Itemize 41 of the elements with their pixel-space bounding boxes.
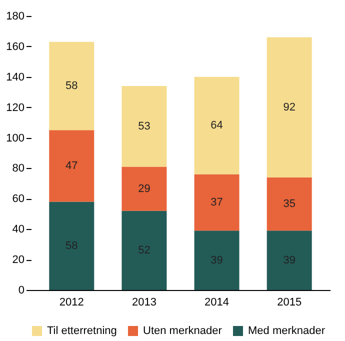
y-tick-label: 120 (6, 102, 24, 114)
y-tick-label: 100 (6, 132, 24, 144)
y-tick-label: 60 (12, 193, 24, 206)
bar (49, 42, 94, 130)
bar (194, 230, 240, 290)
data-label: 39 (283, 254, 296, 266)
data-label: 53 (138, 120, 150, 132)
bar (122, 86, 167, 167)
bar (194, 76, 240, 174)
y-tick-label: 80 (12, 162, 24, 175)
y-tick-label: 140 (6, 71, 24, 84)
data-label: 37 (210, 196, 223, 208)
bar (266, 230, 312, 290)
legend-label: Med merknader (248, 325, 326, 337)
x-tick-label: 2014 (204, 296, 230, 308)
data-label: 52 (138, 244, 150, 256)
bar (49, 130, 94, 202)
data-label: 64 (210, 120, 223, 132)
bar (194, 174, 240, 231)
data-label: 58 (66, 240, 78, 252)
bar (266, 177, 312, 231)
data-label: 39 (210, 254, 223, 266)
x-tick-label: 2013 (132, 296, 156, 308)
y-tick-label: 20 (12, 254, 24, 266)
bar (122, 166, 167, 211)
x-tick-label: 2015 (277, 296, 302, 308)
bar (49, 202, 94, 290)
bar (122, 210, 167, 290)
data-label: 58 (66, 80, 78, 92)
y-tick-label: 0 (18, 284, 24, 296)
bar (266, 37, 312, 178)
y-tick-label: 40 (12, 224, 24, 236)
legend-label: Til etterretning (47, 325, 117, 337)
x-tick-label: 2012 (59, 296, 84, 308)
data-label: 29 (138, 182, 150, 195)
legend-label: Uten merknader (143, 325, 222, 337)
data-label: 35 (283, 198, 296, 210)
y-tick-label: 180 (6, 10, 24, 22)
data-label: 92 (283, 101, 296, 114)
data-label: 47 (66, 160, 78, 172)
y-tick-label: 160 (6, 40, 24, 53)
